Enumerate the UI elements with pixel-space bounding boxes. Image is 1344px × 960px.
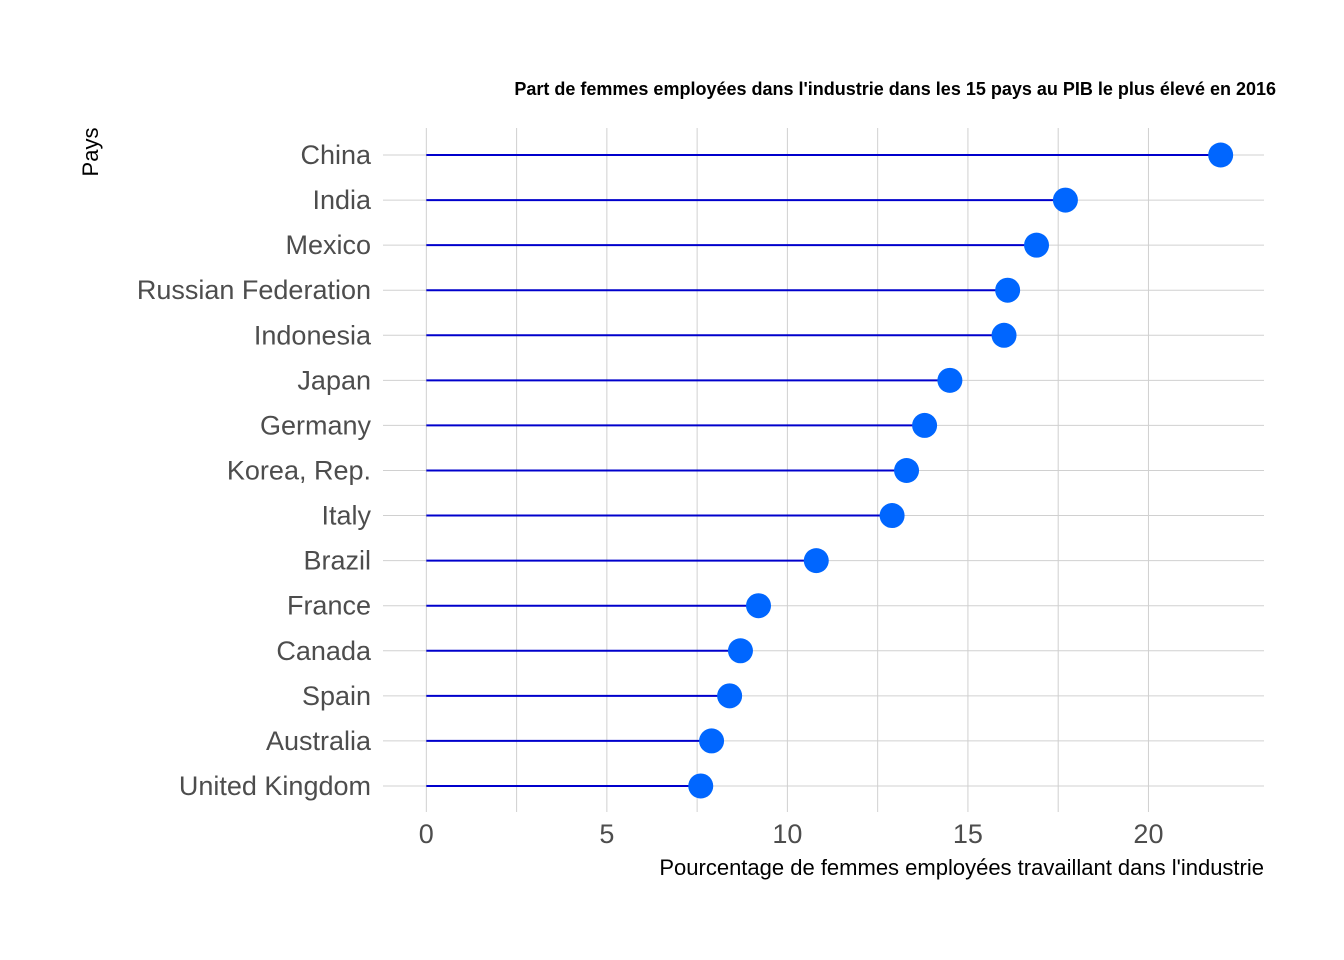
lollipop-dot [1208, 142, 1234, 168]
lollipop-dot [717, 683, 743, 709]
country-label: Germany [260, 410, 372, 440]
lollipop-dot [879, 503, 905, 529]
lollipop-dot [1052, 187, 1078, 213]
lollipop-dot [912, 412, 938, 438]
x-tick-label: 10 [772, 819, 802, 849]
chart-title: Part de femmes employées dans l'industri… [514, 79, 1276, 99]
country-label: Canada [276, 636, 372, 666]
lollipop-dot [1024, 232, 1050, 258]
country-label: Japan [297, 365, 371, 395]
x-axis-title: Pourcentage de femmes employées travaill… [659, 855, 1264, 880]
lollipop-dot [688, 773, 714, 799]
lollipop-dot [699, 728, 725, 754]
country-label: Russian Federation [137, 275, 371, 305]
country-label: China [300, 140, 372, 170]
lollipop-dot [937, 367, 963, 393]
lollipop-dot [894, 457, 920, 483]
country-label: United Kingdom [179, 771, 371, 801]
country-label: India [312, 185, 372, 215]
country-labels: China India Mexico Russian Federation Indone… [137, 140, 372, 801]
country-label: Korea, Rep. [227, 455, 371, 485]
country-label: France [287, 591, 371, 621]
x-tick-labels: 0 5 10 15 20 [419, 819, 1164, 849]
lollipop-dot [803, 548, 829, 574]
lollipop-dot [991, 322, 1017, 348]
x-tick-label: 20 [1133, 819, 1163, 849]
country-label: Australia [266, 726, 372, 756]
country-label: Mexico [285, 230, 371, 260]
lollipop-dot [995, 277, 1021, 303]
lollipop-dot [727, 638, 753, 664]
country-label: Brazil [303, 546, 371, 576]
lollipop-dot [746, 593, 772, 619]
lollipop-dots [688, 142, 1234, 799]
country-label: Italy [321, 501, 371, 531]
y-axis-title: Pays [78, 128, 103, 177]
lollipop-stems [426, 154, 1221, 787]
x-tick-label: 0 [419, 819, 434, 849]
x-tick-label: 5 [599, 819, 614, 849]
country-label: Spain [302, 681, 371, 711]
x-tick-label: 15 [953, 819, 983, 849]
country-label: Indonesia [254, 320, 372, 350]
